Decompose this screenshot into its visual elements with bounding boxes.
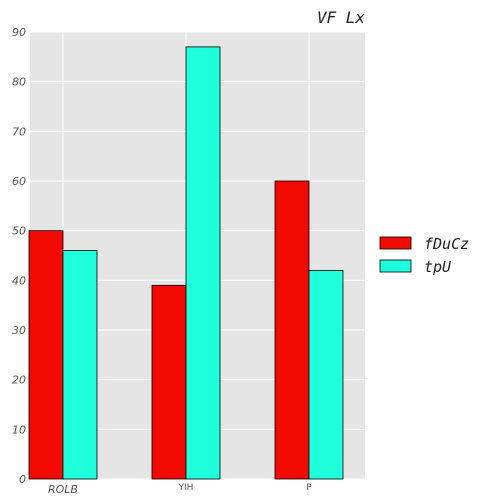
y-tick-label: 70 xyxy=(12,125,26,138)
x-tick-label: P xyxy=(306,483,312,493)
x-tick-label: YIH xyxy=(178,483,194,493)
legend: fDuCz tpU xyxy=(379,235,469,276)
bar-tpU-P xyxy=(308,269,344,480)
y-axis-ticks: 0 10 20 30 40 50 60 70 80 90 xyxy=(12,26,26,486)
bar-fDuCz-P xyxy=(274,180,310,480)
chart-title: VF Lx xyxy=(317,8,366,27)
legend-label: fDuCz xyxy=(424,235,469,253)
y-tick-label: 90 xyxy=(12,26,26,39)
y-tick-label: 80 xyxy=(12,76,26,89)
bar-tpU-ROLB xyxy=(62,250,98,480)
y-tick-label: 0 xyxy=(19,473,26,486)
y-tick-label: 10 xyxy=(12,423,26,436)
y-tick-label: 60 xyxy=(12,175,26,188)
y-tick-label: 50 xyxy=(12,225,26,238)
legend-swatch xyxy=(379,236,412,250)
bar-tpU-YIH xyxy=(185,46,221,480)
bar-fDuCz-ROLB xyxy=(28,230,64,480)
x-axis-ticks: ROLB YIH P xyxy=(48,483,312,496)
y-tick-label: 30 xyxy=(12,324,26,337)
x-tick-label: ROLB xyxy=(48,483,78,496)
bar-fDuCz-YIH xyxy=(151,284,187,480)
legend-swatch xyxy=(379,259,412,273)
bars xyxy=(28,46,344,480)
y-tick-label: 40 xyxy=(12,274,26,287)
y-tick-label: 20 xyxy=(12,374,26,387)
legend-label: tpU xyxy=(424,258,452,276)
